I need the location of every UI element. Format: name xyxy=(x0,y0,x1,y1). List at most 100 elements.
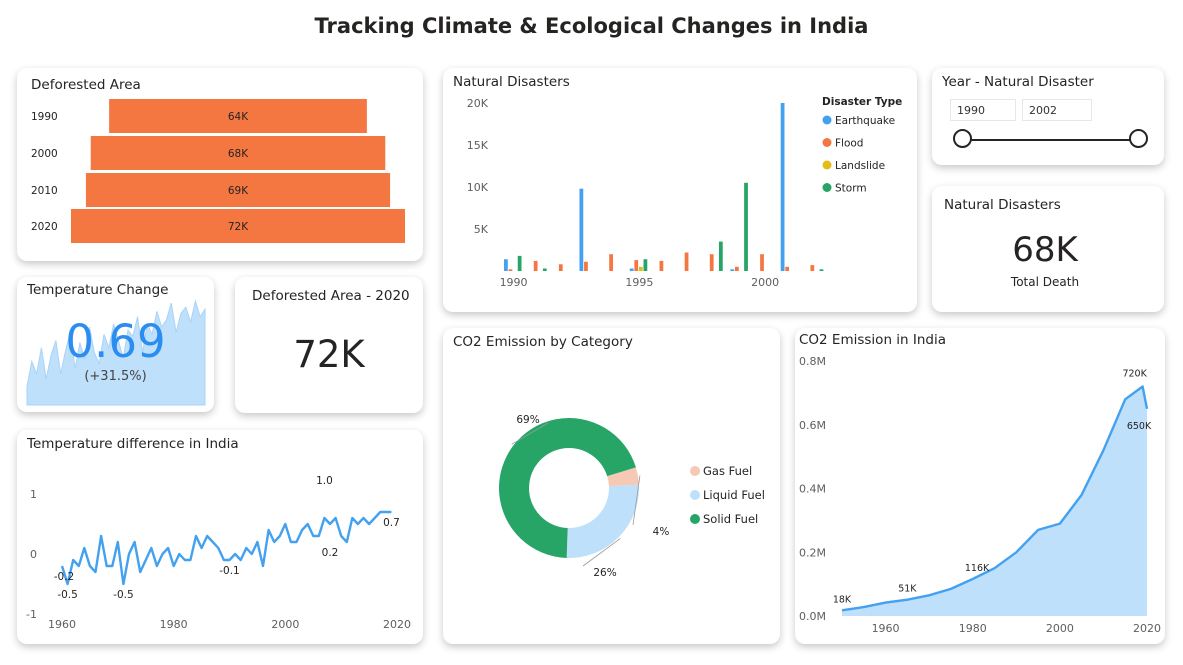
legend-label: Solid Fuel xyxy=(703,512,758,526)
slicer-track[interactable] xyxy=(964,139,1140,141)
funnel-value-label: 68K xyxy=(228,148,249,160)
x-tick-label: 2020 xyxy=(1133,622,1161,635)
co2-category-card[interactable]: CO2 Emission by Category 4% 26% 69% Gas Fue… xyxy=(443,328,780,644)
kpi-value: 68K xyxy=(1012,230,1078,270)
data-label: 1.0 xyxy=(316,475,333,487)
deforested-area-card[interactable]: Deforested Area 1990 64K 2000 68K 2010 69K 202… xyxy=(17,68,423,261)
donut-data-label: 26% xyxy=(593,567,616,579)
legend-marker xyxy=(822,160,832,170)
disaster-bar xyxy=(780,103,785,271)
disaster-bar xyxy=(504,259,508,271)
co2-line xyxy=(841,385,1149,612)
donut-slice xyxy=(566,484,639,558)
legend-label: Flood xyxy=(835,138,863,150)
temperature-difference-chart[interactable]: -1 0 1 1960 1980 2000 2020 -0.5 -0.2 -0.5 -0.1 1.0 0… xyxy=(17,430,423,644)
page-title: Tracking Climate & Ecological Changes in… xyxy=(314,14,869,38)
legend-label: Liquid Fuel xyxy=(703,488,765,502)
temperature-difference-card[interactable]: Temperature difference in India -1 0 1 1960… xyxy=(17,430,423,644)
disaster-bar xyxy=(558,264,563,271)
funnel-category-label: 2000 xyxy=(31,148,58,160)
disaster-bar xyxy=(579,188,584,271)
natural-disasters-card[interactable]: Natural Disasters 5K 10K 15K 20K 1990 1995 200… xyxy=(443,68,917,312)
natural-disasters-kpi-card[interactable]: Natural Disasters 68K Total Death xyxy=(932,186,1164,312)
slicer-end-input[interactable]: 2002 xyxy=(1022,99,1092,121)
year-slicer-card[interactable]: Year - Natural Disaster 1990 2002 xyxy=(932,68,1164,165)
x-tick-label: 1980 xyxy=(959,622,987,635)
data-label: 650K xyxy=(1127,421,1152,432)
disaster-bar xyxy=(634,260,639,271)
data-label: -0.5 xyxy=(57,589,78,601)
disaster-bar xyxy=(659,260,664,271)
funnel-value-label: 72K xyxy=(228,221,249,233)
temperature-line xyxy=(60,510,392,586)
y-tick-label: 0.0M xyxy=(799,610,826,623)
y-tick-label: 20K xyxy=(467,97,489,110)
funnel-category-label: 2020 xyxy=(31,221,58,233)
funnel-bar xyxy=(90,136,386,170)
y-tick-label: 10K xyxy=(467,181,489,194)
x-tick-label: 2020 xyxy=(383,618,411,631)
co2-category-donut[interactable]: 4% 26% 69% Gas Fuel Liquid Fuel Solid Fuel xyxy=(443,328,780,644)
slicer-end-handle[interactable] xyxy=(1129,129,1148,148)
disaster-bar xyxy=(734,266,739,271)
x-tick-label: 1990 xyxy=(500,276,528,289)
disaster-bar xyxy=(542,268,547,271)
disaster-bar xyxy=(785,266,790,271)
disaster-bar xyxy=(629,268,634,271)
legend-marker xyxy=(822,115,832,125)
disaster-bar xyxy=(684,252,689,271)
disaster-bar xyxy=(609,254,613,271)
disaster-bar xyxy=(760,254,764,271)
funnel-category-label: 1990 xyxy=(31,111,58,123)
slicer-start-handle[interactable] xyxy=(953,129,972,148)
x-tick-label: 2000 xyxy=(751,276,779,289)
legend-marker xyxy=(690,490,700,500)
disaster-bar xyxy=(643,259,648,271)
temperature-kpi-delta: (+31.5%) xyxy=(84,369,147,384)
donut-data-label: 4% xyxy=(653,526,670,538)
disaster-bar xyxy=(508,269,513,271)
kpi-title: Natural Disasters xyxy=(944,197,1061,213)
funnel-bar xyxy=(71,209,405,243)
x-tick-label: 1960 xyxy=(872,622,900,635)
card-title: CO2 Emission by Category xyxy=(453,334,633,350)
data-label: 18K xyxy=(833,594,852,605)
data-label: -0.5 xyxy=(113,589,133,601)
slicer-end-value: 2002 xyxy=(1029,104,1057,117)
y-tick-label: -1 xyxy=(26,608,37,621)
card-title: Deforested Area xyxy=(31,77,141,93)
legend-label: Storm xyxy=(835,183,867,195)
funnel-value-label: 64K xyxy=(228,111,249,123)
data-label: 51K xyxy=(898,584,917,595)
slicer-start-input[interactable]: 1990 xyxy=(950,99,1016,121)
y-tick-label: 5K xyxy=(474,223,489,236)
co2-india-card[interactable]: CO2 Emission in India 0.0M 0.2M 0.4M 0.6M 0.… xyxy=(795,328,1165,644)
temperature-sparkline xyxy=(26,299,206,406)
temperature-change-card[interactable]: Temperature Change 0.69 (+31.5%) xyxy=(17,277,214,412)
card-title: Temperature difference in India xyxy=(27,436,239,452)
disaster-bar xyxy=(584,261,588,271)
data-label: 0.7 xyxy=(383,517,400,529)
disaster-bar xyxy=(819,269,824,271)
card-title: CO2 Emission in India xyxy=(799,332,947,348)
donut-data-label: 69% xyxy=(516,414,539,426)
y-tick-label: 0.8M xyxy=(799,355,826,368)
donut-leader-line xyxy=(511,422,549,445)
deforested-2020-card[interactable]: Deforested Area - 2020 72K xyxy=(235,277,423,413)
deforested-funnel-chart[interactable]: 1990 64K 2000 68K 2010 69K 2020 72K xyxy=(17,68,423,261)
card-title: Natural Disasters xyxy=(453,74,570,90)
legend-label: Landslide xyxy=(835,160,885,172)
data-label: 116K xyxy=(965,563,990,574)
co2-india-chart[interactable]: 0.0M 0.2M 0.4M 0.6M 0.8M 1960 1980 2000 2020 18K 5… xyxy=(795,328,1165,644)
temperature-kpi-value: 0.69 xyxy=(65,315,166,368)
slicer-start-value: 1990 xyxy=(957,104,985,117)
legend-marker xyxy=(822,138,832,147)
co2-area xyxy=(842,386,1147,616)
donut-slice xyxy=(607,467,639,487)
funnel-category-label: 2010 xyxy=(31,185,58,197)
y-tick-label: 0.4M xyxy=(799,483,826,496)
legend-marker xyxy=(690,514,700,524)
legend-marker xyxy=(690,466,700,476)
data-label: 720K xyxy=(1122,369,1147,380)
natural-disasters-chart[interactable]: 5K 10K 15K 20K 1990 1995 2000 Disaster Type Eart… xyxy=(443,68,917,312)
